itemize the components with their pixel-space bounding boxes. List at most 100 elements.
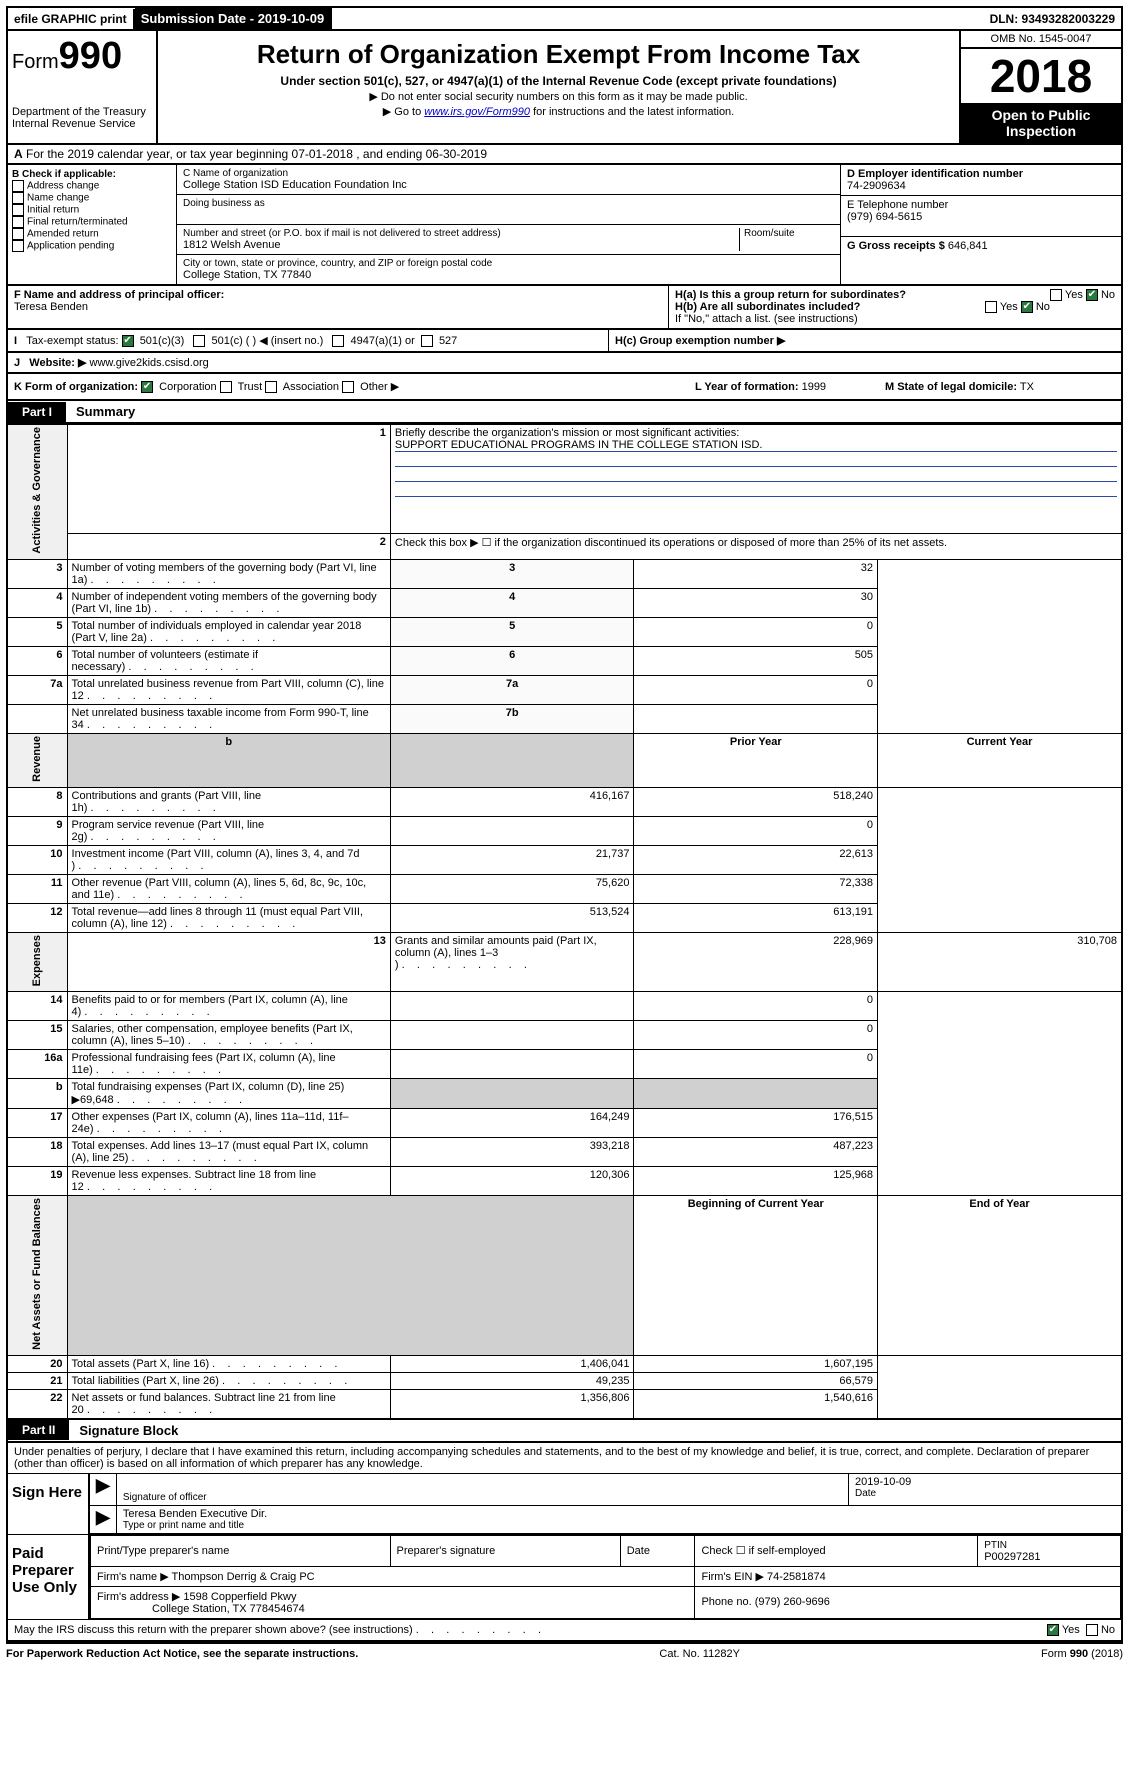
dept2: Internal Revenue Service [12,118,152,130]
cb-trust[interactable] [220,381,232,393]
cb-501c3[interactable] [122,335,134,347]
arrow-icon: ▶ [90,1474,117,1505]
addr-label: Number and street (or P.O. box if mail i… [183,228,739,239]
phone-value: (979) 694-5615 [847,211,1115,223]
firm-addr2: College Station, TX 778454674 [152,1603,305,1615]
part1-num: Part I [8,402,66,422]
row-f-h: F Name and address of principal officer:… [6,286,1123,330]
discuss-text: May the IRS discuss this return with the… [14,1624,541,1636]
form-prefix: Form [12,51,59,73]
city-label: City or town, state or province, country… [183,258,834,269]
page-footer: For Paperwork Reduction Act Notice, see … [6,1642,1123,1660]
firm-ein: 74-2581874 [767,1571,826,1583]
sig-date-val: 2019-10-09 [855,1476,1115,1488]
ptin-lbl: PTIN [984,1540,1007,1551]
cb-corp[interactable] [141,381,153,393]
phone-label: E Telephone number [847,199,1115,211]
website-value: www.give2kids.csisd.org [90,357,209,369]
sig-name-val: Teresa Benden Executive Dir. [123,1508,1115,1520]
submission-date: Submission Date - 2019-10-09 [135,8,333,29]
form-num: 990 [59,35,122,77]
prep-date-lbl: Date [620,1535,695,1566]
form-header: Form990 Department of the Treasury Inter… [6,31,1123,145]
checkbox-name-change[interactable] [12,192,24,204]
omb-number: OMB No. 1545-0047 [961,31,1121,49]
table-row: 22Net assets or fund balances. Subtract … [7,1389,1122,1419]
exempt-label: Tax-exempt status: [26,335,118,347]
header-right: OMB No. 1545-0047 2018 Open to PublicIns… [959,31,1121,143]
table-row: 5Total number of individuals employed in… [7,617,1122,646]
self-emp: Check ☐ if self-employed [695,1535,978,1566]
form-subtitle: Under section 501(c), 527, or 4947(a)(1)… [162,74,955,88]
header-center: Return of Organization Exempt From Incom… [158,31,959,143]
checkbox-initial-return[interactable] [12,204,24,216]
cb-4947[interactable] [332,335,344,347]
discuss-row: May the IRS discuss this return with the… [8,1619,1121,1640]
form-ref: Form 990 (2018) [1041,1648,1123,1660]
identity-block: B Check if applicable: Address change Na… [6,165,1123,286]
ein-label: D Employer identification number [847,168,1115,180]
firm-name-lbl: Firm's name ▶ [97,1571,169,1583]
hb-row: H(b) Are all subordinates included? Yes … [675,301,1115,313]
cb-527[interactable] [421,335,433,347]
table-row: 14Benefits paid to or for members (Part … [7,991,1122,1020]
row-i: I Tax-exempt status: 501(c)(3) 501(c) ( … [6,330,1123,353]
gross-value: 646,841 [948,240,988,252]
firm-phone: (979) 260-9696 [755,1596,830,1608]
ha-yes[interactable] [1050,289,1062,301]
table-row: 12Total revenue—add lines 8 through 11 (… [7,903,1122,932]
end-hdr: End of Year [878,1195,1122,1355]
cat-no: Cat. No. 11282Y [659,1648,740,1660]
side-net: Net Assets or Fund Balances [7,1195,67,1355]
efile-label[interactable]: efile GRAPHIC print [8,9,135,29]
row-a: A For the 2019 calendar year, or tax yea… [6,145,1123,165]
irs-link[interactable]: www.irs.gov/Form990 [424,106,530,118]
discuss-yes[interactable] [1047,1624,1059,1636]
cb-other[interactable] [342,381,354,393]
mission-text: SUPPORT EDUCATIONAL PROGRAMS IN THE COLL… [395,439,1117,452]
part2-header: Part II Signature Block [6,1420,1123,1443]
firm-addr1: 1598 Copperfield Pkwy [183,1591,296,1603]
table-row: 11Other revenue (Part VIII, column (A), … [7,874,1122,903]
table-row: 15Salaries, other compensation, employee… [7,1020,1122,1049]
prep-sig-lbl: Preparer's signature [390,1535,620,1566]
header-left: Form990 Department of the Treasury Inter… [8,31,158,143]
firm-addr-lbl: Firm's address ▶ [97,1591,180,1603]
ha-no[interactable] [1086,289,1098,301]
cb-assoc[interactable] [265,381,277,393]
table-row: 16aProfessional fundraising fees (Part I… [7,1049,1122,1078]
gross-label: G Gross receipts $ [847,240,945,252]
open-public: Open to PublicInspection [961,103,1121,143]
tax-year: 2018 [961,49,1121,103]
part1-header: Part I Summary [6,401,1123,424]
table-row: 10Investment income (Part VIII, column (… [7,845,1122,874]
discuss-no[interactable] [1086,1624,1098,1636]
col-b-hdr: b [67,733,390,787]
table-row: 3Number of voting members of the governi… [7,559,1122,588]
hb-yes[interactable] [985,301,997,313]
ein-value: 74-2909634 [847,180,1115,192]
table-row: 8Contributions and grants (Part VIII, li… [7,787,1122,816]
table-row: 21Total liabilities (Part X, line 26)49,… [7,1372,1122,1389]
checkbox-amended[interactable] [12,228,24,240]
row-a-text: For the 2019 calendar year, or tax year … [26,147,487,161]
hb-no[interactable] [1021,301,1033,313]
sig-date-lbl: Date [855,1488,1115,1499]
checkbox-pending[interactable] [12,240,24,252]
table-row: 17Other expenses (Part IX, column (A), l… [7,1108,1122,1137]
current-hdr: Current Year [878,733,1122,787]
firm-name: Thompson Derrig & Craig PC [172,1571,315,1583]
h-note: If "No," attach a list. (see instruction… [675,313,1115,325]
q1a: Briefly describe the organization's miss… [395,427,739,439]
line-2-num: 2 [67,533,390,559]
part2-title: Signature Block [69,1420,188,1441]
col-b: B Check if applicable: Address change Na… [8,165,177,284]
city-value: College Station, TX 77840 [183,269,834,281]
cb-501c[interactable] [193,335,205,347]
checkbox-address-change[interactable] [12,180,24,192]
ha-row: H(a) Is this a group return for subordin… [675,289,1115,301]
form-title: Return of Organization Exempt From Incom… [162,39,955,70]
table-row: 20Total assets (Part X, line 16)1,406,04… [7,1355,1122,1372]
checkbox-final-return[interactable] [12,216,24,228]
sign-here: Sign Here [8,1474,90,1534]
